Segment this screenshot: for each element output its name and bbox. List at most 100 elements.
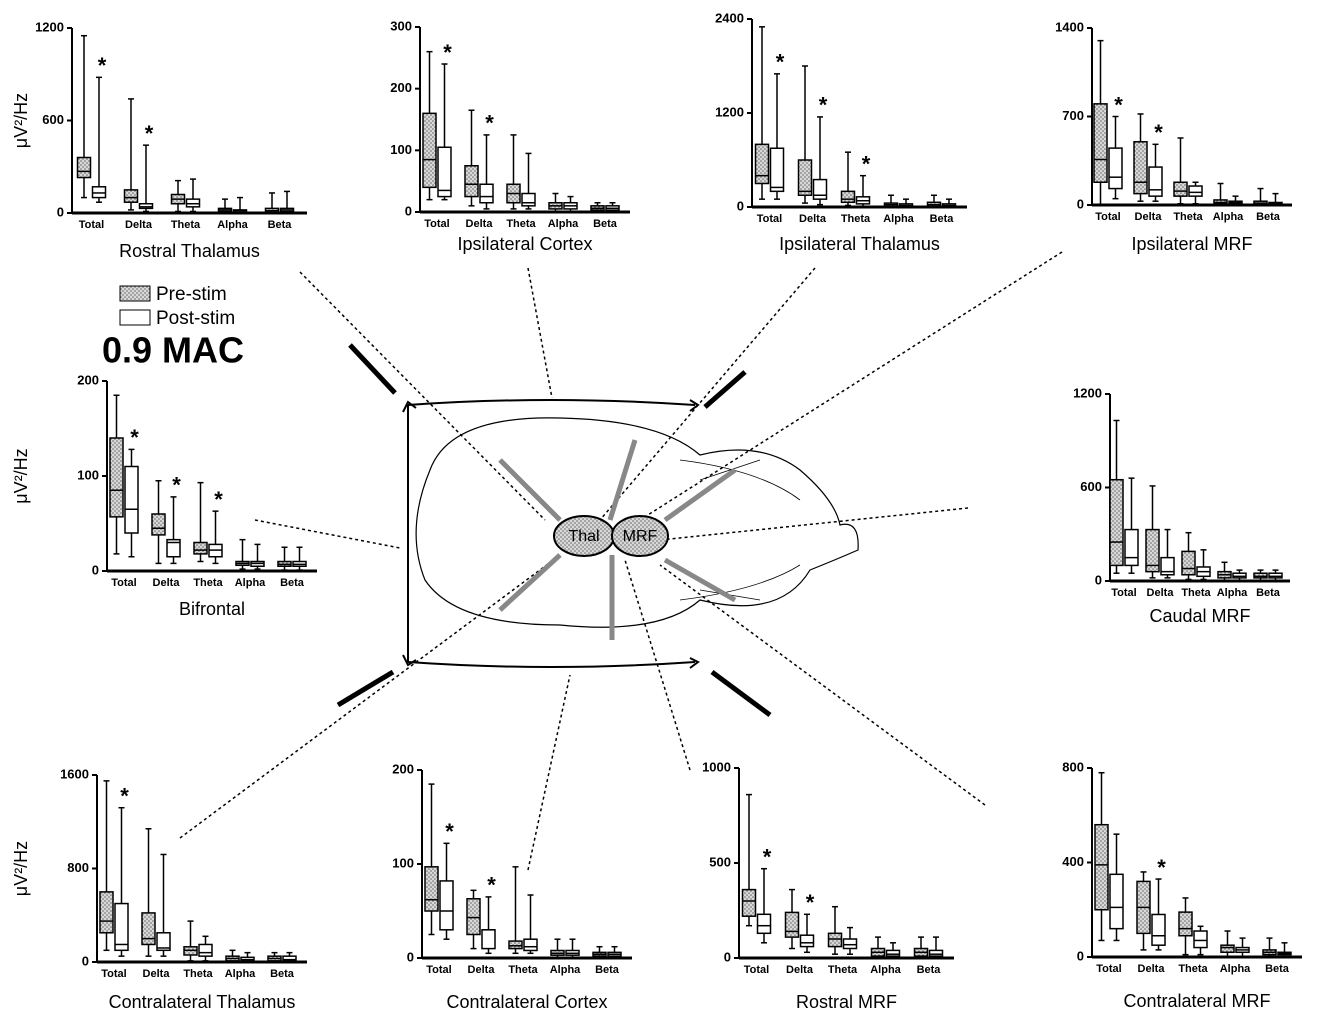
box [522,194,535,206]
box [1152,914,1165,945]
y-tick-label: 0 [1095,572,1102,587]
box-plot-panel: 07001400Ipsilateral MRFTotal*Delta*Theta… [1055,19,1292,253]
x-tick-label: Total [424,218,449,230]
box [509,941,522,949]
x-tick-label: Theta [171,219,201,231]
chart-title: Contralateral Cortex [446,992,607,1012]
box [480,184,493,203]
y-tick-label: 0 [724,949,731,964]
y-tick-label: 100 [390,142,412,157]
box [142,913,155,945]
y-tick-label: 0 [737,198,744,213]
x-tick-label: Theta [193,577,223,589]
box [152,514,165,535]
x-tick-label: Delta [466,218,494,230]
box [1182,551,1195,574]
box [801,935,814,946]
box [1221,945,1234,952]
chart-title: Contralateral Thalamus [109,992,296,1012]
significance-marker: * [819,93,828,118]
x-tick-label: Delta [125,219,153,231]
box [482,930,495,949]
x-tick-label: Delta [786,964,814,976]
y-tick-label: 600 [42,112,64,127]
y-tick-label: 200 [392,761,414,776]
box [1110,480,1123,566]
box [887,950,900,956]
x-tick-label: Theta [1173,211,1203,223]
box [1110,874,1123,928]
x-tick-label: Alpha [217,219,248,231]
x-tick-label: Total [1096,963,1121,975]
significance-marker: * [487,873,496,898]
y-axis-label: μV²/Hz [11,841,31,896]
x-tick-label: Delta [468,964,496,976]
box [140,204,153,209]
chart-title: Ipsilateral MRF [1131,234,1252,254]
y-tick-label: 2400 [715,10,744,25]
x-tick-label: Alpha [1217,587,1248,599]
x-tick-label: Delta [1135,211,1163,223]
box [465,166,478,197]
box [110,438,123,517]
y-tick-label: 500 [709,854,731,869]
x-tick-label: Delta [799,213,827,225]
legend-label: Post-stim [156,308,235,329]
y-tick-label: 400 [1062,854,1084,869]
box [1189,186,1202,196]
chart-title: Caudal MRF [1149,606,1250,626]
y-axis-label: μV²/Hz [11,448,31,503]
figure: Thal MRF Pre-stim Post-stim 0.9 MAC 0600… [0,0,1319,1013]
y-tick-label: 1200 [1073,385,1102,400]
x-tick-label: Alpha [883,213,914,225]
x-tick-label: Total [1095,211,1120,223]
box [1095,825,1108,910]
y-axis-label: μV²/Hz [11,93,31,148]
x-tick-label: Alpha [235,577,266,589]
x-tick-label: Theta [1181,587,1211,599]
box [438,147,451,196]
y-tick-label: 0 [92,562,99,577]
x-tick-label: Theta [183,968,213,980]
x-tick-label: Total [426,964,451,976]
x-tick-label: Alpha [550,964,581,976]
significance-marker: * [862,151,871,176]
x-tick-label: Total [101,968,126,980]
x-tick-label: Theta [841,213,871,225]
y-tick-label: 200 [390,80,412,95]
box [799,160,812,195]
y-tick-label: 1200 [35,19,64,34]
y-tick-label: 1400 [1055,19,1084,34]
box [1179,912,1192,936]
box [1149,167,1162,196]
chart-title: Ipsilateral Thalamus [779,234,940,254]
y-tick-label: 700 [1062,108,1084,123]
box [1254,573,1267,578]
box [743,890,756,917]
y-tick-label: 0 [82,953,89,968]
box-plot-panel: 08001600Contralateral ThalamusμV²/HzTota… [11,766,307,1011]
x-tick-label: Delta [1138,963,1166,975]
x-tick-label: Beta [595,964,620,976]
significance-marker: * [1154,120,1163,145]
significance-marker: * [1114,92,1123,117]
box [187,199,200,207]
x-tick-label: Beta [930,213,955,225]
y-tick-label: 600 [1080,479,1102,494]
y-tick-label: 0 [57,204,64,219]
box [829,933,842,946]
x-tick-label: Delta [1147,587,1175,599]
box [756,144,769,183]
box [440,881,453,930]
x-tick-label: Beta [1256,587,1281,599]
x-tick-label: Delta [143,968,171,980]
box [467,899,480,935]
box [1094,104,1107,182]
box [786,912,799,937]
box [771,148,784,191]
legend-swatch [120,286,150,301]
